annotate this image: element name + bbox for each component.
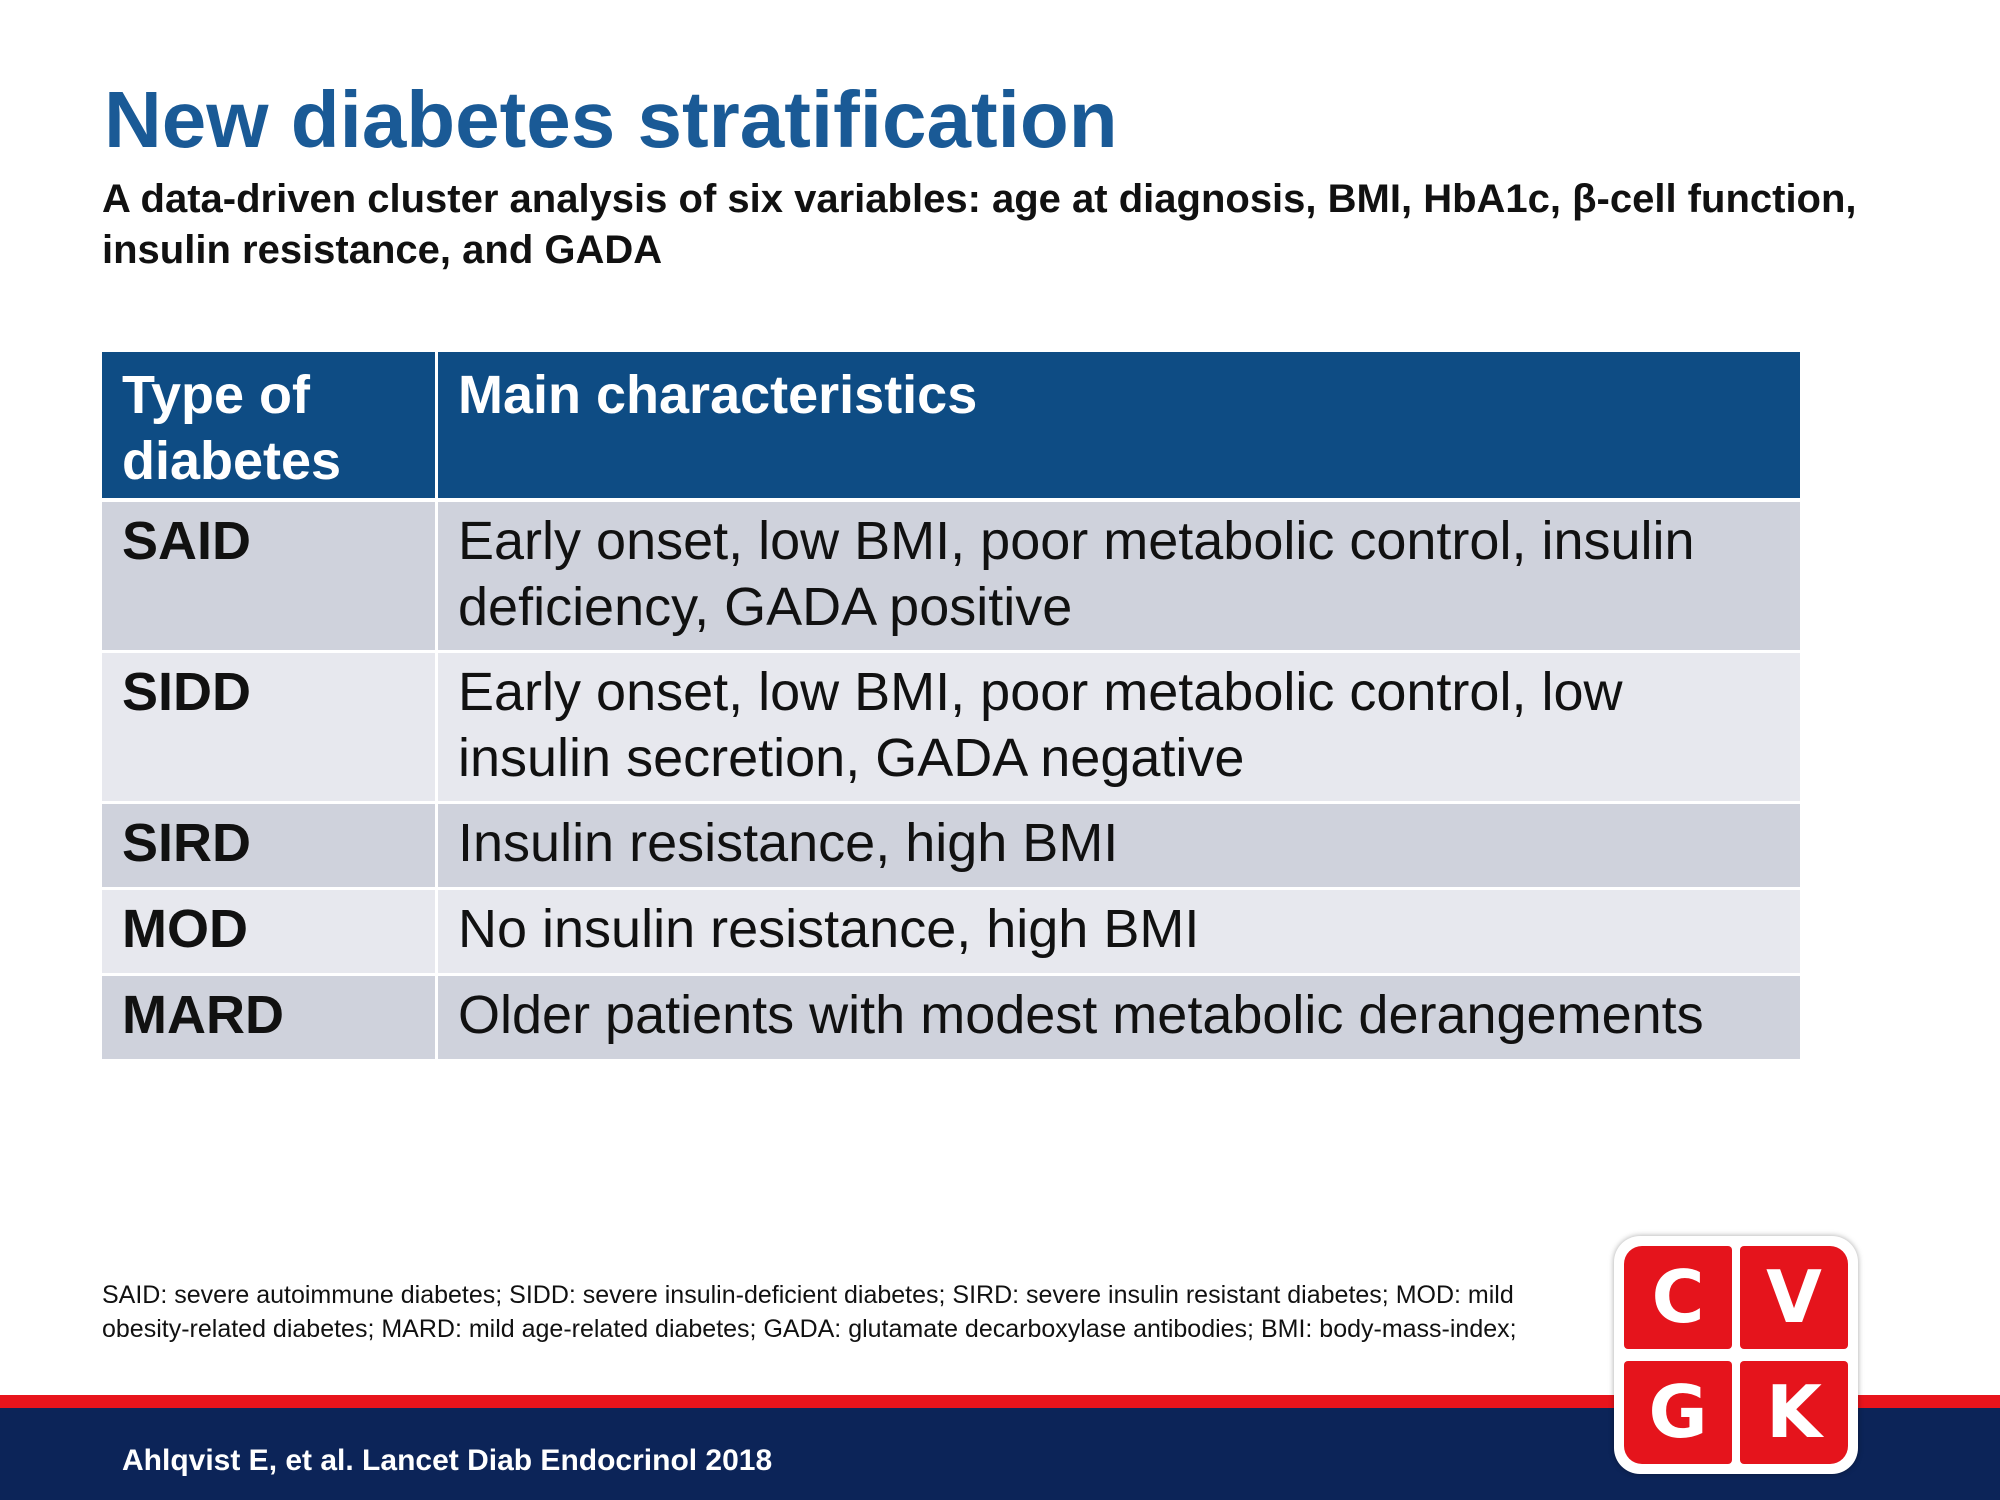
table-row: MARD Older patients with modest metaboli…: [102, 976, 1800, 1062]
cell-characteristics: Older patients with modest metabolic der…: [438, 976, 1800, 1062]
cell-type: MARD: [102, 976, 438, 1062]
cell-characteristics: Early onset, low BMI, poor metabolic con…: [438, 653, 1800, 804]
abbreviations-footnote: SAID: severe autoimmune diabetes; SIDD: …: [102, 1281, 1517, 1343]
table-row: SIRD Insulin resistance, high BMI: [102, 804, 1800, 890]
cell-type: SIRD: [102, 804, 438, 890]
header-main-characteristics: Main characteristics: [438, 352, 1800, 502]
cell-characteristics: No insulin resistance, high BMI: [438, 890, 1800, 976]
table-row: SIDD Early onset, low BMI, poor metaboli…: [102, 653, 1800, 804]
table-row: SAID Early onset, low BMI, poor metaboli…: [102, 502, 1800, 653]
slide-subtitle: A data-driven cluster analysis of six va…: [102, 177, 1857, 272]
logo-letter-v: V: [1740, 1246, 1848, 1349]
header-type-of-diabetes: Type of diabetes: [102, 352, 438, 502]
cell-type: SAID: [102, 502, 438, 653]
citation-text: Ahlqvist E, et al. Lancet Diab Endocrino…: [122, 1444, 773, 1477]
table-row: MOD No insulin resistance, high BMI: [102, 890, 1800, 976]
cell-characteristics: Early onset, low BMI, poor metabolic con…: [438, 502, 1800, 653]
logo-letter-k: K: [1740, 1361, 1848, 1464]
cell-characteristics: Insulin resistance, high BMI: [438, 804, 1800, 890]
table-header-row: Type of diabetes Main characteristics: [102, 352, 1800, 502]
footer-accent-stripe: [0, 1395, 2000, 1408]
cell-type: MOD: [102, 890, 438, 976]
cell-type: SIDD: [102, 653, 438, 804]
slide-title: New diabetes stratification: [104, 75, 1118, 164]
logo-letter-c: C: [1624, 1246, 1732, 1349]
logo-letter-g: G: [1624, 1361, 1732, 1464]
diabetes-types-table: Type of diabetes Main characteristics SA…: [102, 352, 1800, 1062]
cvgk-logo: C V G K: [1614, 1236, 1858, 1474]
